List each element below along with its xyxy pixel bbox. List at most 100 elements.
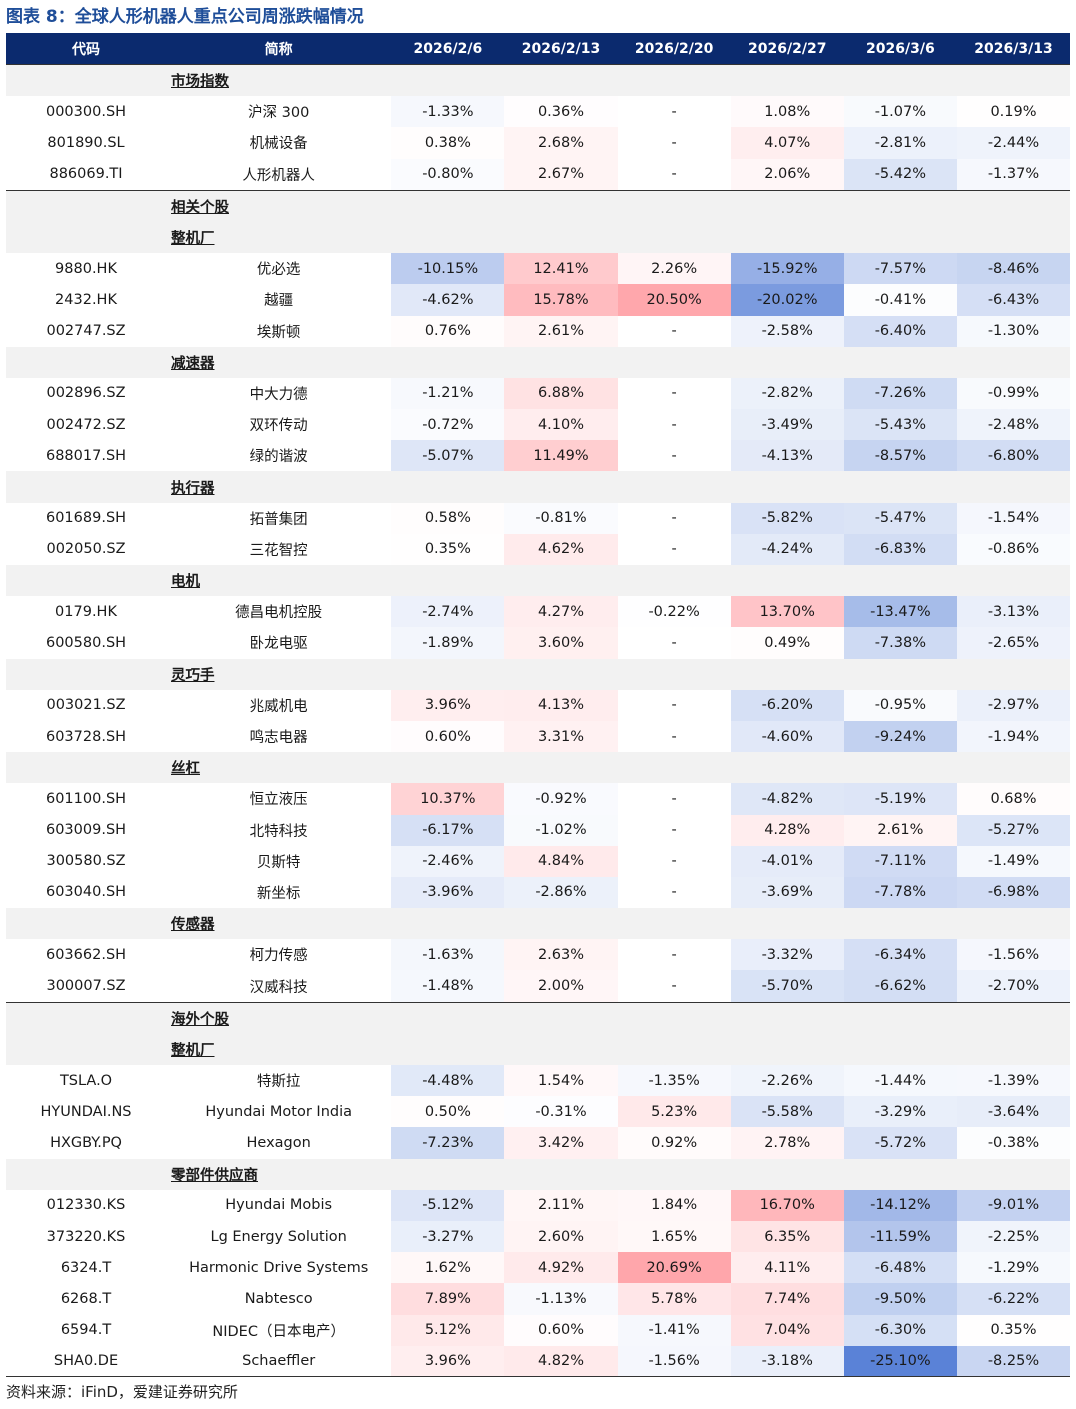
cell-return: -0.41%: [843, 284, 957, 316]
cell-return: -: [617, 315, 731, 347]
table-row: TSLA.O 特斯拉 -4.48% 1.54% -1.35% -2.26% -1.44% -1…: [6, 1065, 1071, 1097]
table-row: HXGBY.PQ Hexagon -7.23% 3.42% 0.92% 2.78% -5.7…: [6, 1127, 1071, 1159]
cell-name: 拓普集团: [249, 511, 308, 528]
cell-return: -6.62%: [843, 970, 957, 1002]
cell-return: -1.13%: [504, 1283, 618, 1315]
cell-return: -6.98%: [956, 876, 1071, 909]
cell-return: -4.48%: [391, 1065, 505, 1097]
section-label: 整机厂: [171, 1042, 215, 1059]
cell-code: 9880.HK: [55, 260, 117, 277]
cell-return: -2.58%: [730, 315, 844, 347]
cell-code: 603662.SH: [45, 946, 127, 963]
cell-name: NIDEC（日本电产）: [212, 1323, 345, 1340]
table-row: 300580.SZ 贝斯特 -2.46% 4.84% - -4.01% -7.11% -1.4…: [6, 845, 1071, 877]
cell-return: 0.60%: [504, 1314, 618, 1346]
cell-return: 20.50%: [617, 284, 731, 316]
cell-return: 5.12%: [391, 1314, 505, 1346]
cell-return: -0.99%: [956, 377, 1071, 410]
cell-return: -9.01%: [956, 1189, 1071, 1221]
cell-return: -2.26%: [730, 1065, 844, 1097]
section-row: 整机厂: [6, 221, 1070, 254]
cell-code: HYUNDAI.NS: [40, 1103, 132, 1120]
cell-return: 2.78%: [730, 1127, 844, 1159]
cell-return: -11.59%: [843, 1220, 957, 1253]
cell-code: 6324.T: [60, 1259, 112, 1276]
cell-return: -6.80%: [956, 440, 1071, 472]
cell-name: 兆威机电: [249, 698, 308, 715]
cell-return: 2.60%: [504, 1220, 618, 1253]
cell-code: 300580.SZ: [46, 853, 126, 870]
cell-code: 801890.SL: [47, 134, 125, 151]
cell-return: -1.63%: [391, 939, 505, 971]
cell-return: -0.81%: [504, 502, 618, 534]
cell-return: 2.61%: [843, 814, 957, 846]
cell-return: -8.57%: [843, 440, 957, 472]
cell-name: 三花智控: [249, 542, 308, 559]
cell-return: 1.84%: [617, 1189, 731, 1221]
cell-return: 0.58%: [391, 502, 505, 534]
cell-return: -2.86%: [504, 876, 618, 909]
cell-return: -1.44%: [843, 1065, 957, 1097]
cell-return: 12.41%: [504, 253, 618, 285]
cell-code: 603009.SH: [45, 822, 127, 839]
cell-code: 601100.SH: [45, 790, 127, 807]
cell-return: -1.54%: [956, 502, 1071, 534]
cell-return: -2.46%: [391, 845, 505, 877]
cell-return: -1.49%: [956, 845, 1071, 877]
cell-return: 0.19%: [956, 96, 1071, 128]
cell-return: 15.78%: [504, 284, 618, 316]
cell-return: -13.47%: [843, 596, 957, 628]
table-row: 601100.SH 恒立液压 10.37% -0.92% - -4.82% -5.19% 0.…: [6, 783, 1071, 815]
cell-return: -14.12%: [843, 1189, 957, 1221]
cell-name: Schaeffler: [242, 1353, 316, 1370]
cell-return: 0.60%: [391, 720, 505, 753]
table-row: 000300.SH 沪深 300 -1.33% 0.36% -1.08% -1.07% 0.…: [6, 96, 1071, 128]
cell-return: 2.11%: [504, 1189, 618, 1221]
cell-name: 北特科技: [249, 823, 308, 840]
cell-name: 德昌电机控股: [235, 605, 323, 622]
cell-return: -3.49%: [730, 409, 844, 441]
cell-return: -5.70%: [730, 970, 844, 1002]
cell-return: 6.35%: [730, 1220, 844, 1253]
table-row: 373220.KS Lg Energy Solution -3.27% 2.60% 1.…: [6, 1220, 1071, 1253]
cell-return: -4.01%: [730, 845, 844, 877]
cell-return: -0.92%: [504, 783, 618, 815]
cell-return: -: [617, 814, 731, 846]
cell-return: -: [617, 970, 731, 1002]
cell-code: 002050.SZ: [46, 541, 126, 558]
cell-return: -0.86%: [956, 533, 1071, 565]
cell-return: -3.64%: [956, 1096, 1071, 1128]
cell-return: -6.48%: [843, 1252, 957, 1284]
cell-name: 埃斯顿: [256, 324, 301, 341]
cell-return: -1.89%: [391, 627, 505, 659]
source-note: 资料来源：iFinD，爱建证券研究所: [6, 1383, 238, 1401]
table-row: 2432.HK 越疆 -4.62% 15.78% 20.50% -20.02% -0.41%…: [6, 284, 1071, 316]
section-row: 执行器: [6, 471, 1070, 503]
cell-code: 002747.SZ: [46, 323, 126, 340]
cell-return: -7.23%: [391, 1127, 505, 1159]
cell-code: 000300.SH: [45, 103, 127, 120]
header-week-1: 2026/2/6: [413, 40, 483, 57]
section-label: 传感器: [171, 917, 215, 934]
section-row: 减速器: [6, 346, 1070, 378]
section-row: 海外个股: [6, 1001, 1070, 1034]
cell-code: 373220.KS: [46, 1228, 126, 1245]
cell-return: -3.96%: [391, 876, 505, 909]
cell-code: 6268.T: [60, 1290, 112, 1307]
table-row: 012330.KS Hyundai Mobis -5.12% 2.11% 1.84% 16…: [6, 1189, 1071, 1221]
table-row: 0179.HK 德昌电机控股 -2.74% 4.27% -0.22% 13.70% -13.…: [6, 596, 1071, 628]
cell-return: 2.00%: [504, 970, 618, 1002]
table-header: 代码 简称 2026/2/6 2026/2/13 2026/2/20 2026/…: [6, 33, 1070, 64]
table-row: 6594.T NIDEC（日本电产） 5.12% 0.60% -1.41% 7.04% -6…: [6, 1314, 1071, 1346]
cell-return: 3.31%: [504, 720, 618, 753]
cell-return: -3.32%: [730, 939, 844, 971]
section-row: 整机厂: [6, 1033, 1070, 1065]
cell-return: -1.39%: [956, 1065, 1071, 1097]
cell-return: 1.54%: [504, 1065, 618, 1097]
cell-code: 002472.SZ: [46, 416, 126, 433]
table-row: 600580.SH 卧龙电驱 -1.89% 3.60% -0.49% -7.38% -2.6…: [6, 627, 1071, 659]
cell-return: 4.11%: [730, 1252, 844, 1284]
table-row: 002472.SZ 双环传动 -0.72% 4.10% - -3.49% -5.43% -2.…: [6, 409, 1071, 441]
cell-code: 002896.SZ: [46, 385, 126, 402]
cell-return: -1.41%: [617, 1314, 731, 1346]
